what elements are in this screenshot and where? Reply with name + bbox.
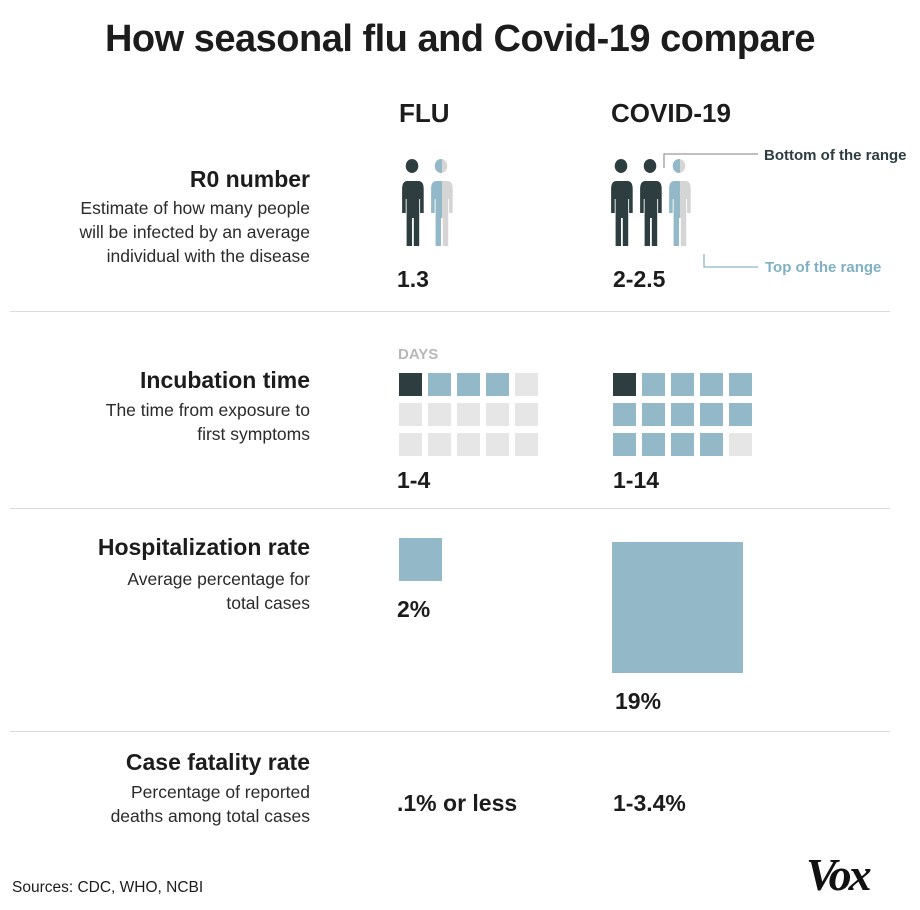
divider-3 (10, 731, 890, 732)
covid-day-cell-8 (671, 403, 694, 426)
flu-day-cell-9 (486, 403, 509, 426)
flu-day-cell-11 (399, 433, 422, 456)
covid-day-cell-10 (729, 403, 752, 426)
flu-day-cell-14 (486, 433, 509, 456)
incubation-description: The time from exposure to first symptoms (105, 400, 310, 444)
covid-day-cell-2 (642, 373, 665, 396)
hospitalization-flu-value: 2% (397, 596, 431, 622)
hospitalization-description: Average percentage for total cases (127, 569, 310, 613)
covid-day-cell-3 (671, 373, 694, 396)
flu-day-cell-5 (515, 373, 538, 396)
flu-day-cell-1 (399, 373, 422, 396)
r0-flu-value: 1.3 (397, 266, 429, 292)
divider-1 (10, 311, 890, 312)
incubation-heading: Incubation time (140, 367, 310, 393)
r0-description: Estimate of how many people will be infe… (79, 198, 310, 266)
top-of-range-leader (703, 254, 758, 268)
fatality-flu-value: .1% or less (397, 790, 518, 816)
hospitalization-covid-value: 19% (615, 688, 662, 714)
covid-day-cell-14 (700, 433, 723, 456)
flu-day-cell-3 (457, 373, 480, 396)
incubation-flu-value: 1-4 (397, 467, 431, 493)
covid-day-cell-11 (613, 433, 636, 456)
flu-day-cell-12 (428, 433, 451, 456)
fatality-description: Percentage of reported deaths among tota… (110, 782, 310, 826)
chart-title: How seasonal flu and Covid-19 compare (104, 18, 816, 60)
r0-heading: R0 number (189, 166, 310, 192)
flu-person-partial (431, 159, 453, 246)
flu-day-cell-6 (399, 403, 422, 426)
annotation-bottom-of-range: Bottom of the range (764, 147, 907, 164)
flu-day-cell-15 (515, 433, 538, 456)
flu-hospitalization-square (399, 538, 442, 581)
flu-day-cell-7 (428, 403, 451, 426)
flu-day-cell-10 (515, 403, 538, 426)
r0-covid-value: 2-2.5 (613, 266, 666, 292)
covid-day-cell-13 (671, 433, 694, 456)
covid-day-cell-5 (729, 373, 752, 396)
flu-person-full-1 (402, 159, 424, 246)
annotation-top-of-range: Top of the range (765, 259, 882, 276)
incubation-covid-value: 1-14 (613, 467, 660, 493)
covid-day-cell-4 (700, 373, 723, 396)
flu-day-cell-8 (457, 403, 480, 426)
covid-day-cell-15 (729, 433, 752, 456)
covid-person-partial (669, 159, 691, 246)
covid-person-full-2 (640, 159, 662, 246)
flu-day-cell-13 (457, 433, 480, 456)
covid-day-cell-7 (642, 403, 665, 426)
flu-day-cell-2 (428, 373, 451, 396)
r0-figures (402, 153, 758, 268)
vox-logo: Vox (806, 849, 872, 900)
hospitalization-heading: Hospitalization rate (97, 534, 310, 560)
column-header-covid: COVID-19 (611, 98, 731, 128)
fatality-heading: Case fatality rate (125, 749, 310, 775)
covid-hospitalization-square (612, 542, 743, 673)
column-header-flu: FLU (399, 98, 450, 128)
covid-incubation-grid (613, 373, 753, 458)
bottom-of-range-leader (663, 153, 758, 168)
sources: Sources: CDC, WHO, NCBI (12, 879, 204, 896)
fatality-covid-value: 1-3.4% (613, 790, 686, 816)
flu-incubation-grid (399, 373, 539, 458)
days-label: DAYS (398, 346, 439, 363)
covid-person-full-1 (611, 159, 633, 246)
covid-day-cell-1 (613, 373, 636, 396)
covid-day-cell-6 (613, 403, 636, 426)
divider-2 (10, 508, 890, 509)
flu-day-cell-4 (486, 373, 509, 396)
covid-day-cell-9 (700, 403, 723, 426)
covid-day-cell-12 (642, 433, 665, 456)
